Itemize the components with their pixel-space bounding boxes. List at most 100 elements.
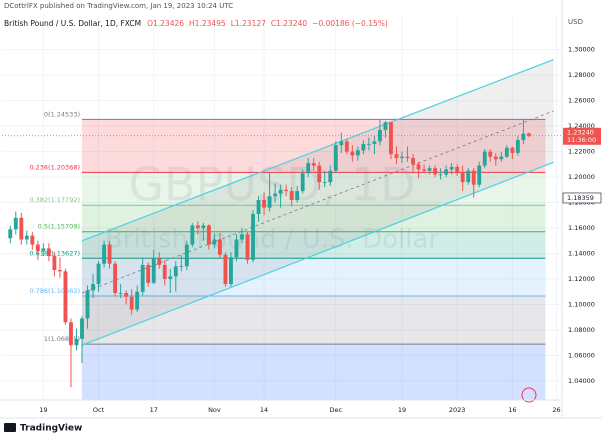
y-tick-label: 1.28000 bbox=[568, 71, 595, 79]
candle-body bbox=[400, 156, 404, 158]
alert-icon[interactable] bbox=[521, 387, 537, 403]
candle-body bbox=[173, 266, 178, 277]
candle-body bbox=[46, 248, 51, 257]
price-label-box bbox=[563, 127, 601, 145]
watermark-description: British Pound / U.S. Dollar bbox=[105, 225, 440, 255]
y-tick-label: 1.12000 bbox=[568, 275, 595, 283]
candle-body bbox=[102, 244, 106, 264]
candle-body bbox=[499, 156, 504, 160]
candle-body bbox=[184, 244, 189, 267]
candle-body bbox=[124, 292, 129, 297]
x-tick-label: 17 bbox=[150, 406, 158, 414]
y-tick-label: 1.08000 bbox=[568, 326, 595, 334]
fib-level-label: 1(1.06885) bbox=[44, 335, 80, 343]
candle-body bbox=[328, 170, 333, 183]
candle-body bbox=[317, 165, 322, 183]
fib-level-label: 0(1.24533) bbox=[44, 110, 80, 118]
fib-level-label: 0.382(1.17792) bbox=[29, 196, 80, 204]
y-tick-label: 1.26000 bbox=[568, 97, 595, 105]
y-tick-label: 1.14000 bbox=[568, 249, 595, 257]
marker-label: 1.18359 bbox=[567, 194, 594, 202]
candle-body bbox=[350, 151, 355, 156]
ohlc-value: O1.23426 bbox=[147, 19, 184, 28]
fib-zone bbox=[82, 296, 546, 345]
ohlc-value: C1.23240 bbox=[271, 19, 307, 28]
candle-body bbox=[394, 154, 399, 158]
candle-body bbox=[107, 244, 112, 264]
candle-body bbox=[85, 290, 90, 319]
y-tick-label: 1.06000 bbox=[568, 351, 595, 359]
x-tick-label: Nov bbox=[208, 406, 221, 414]
candle-body bbox=[488, 151, 493, 157]
candle-body bbox=[273, 193, 278, 197]
candle-body bbox=[19, 217, 24, 240]
candle-body bbox=[322, 182, 327, 183]
candle-body bbox=[416, 164, 421, 170]
candle-body bbox=[24, 235, 29, 240]
candle-body bbox=[91, 284, 95, 291]
candle-body bbox=[267, 196, 272, 208]
candle-body bbox=[229, 257, 233, 285]
candle-body bbox=[510, 147, 515, 153]
candle-body bbox=[482, 151, 487, 166]
fib-zone bbox=[82, 205, 546, 232]
candle-body bbox=[251, 214, 255, 260]
candle-body bbox=[80, 318, 84, 339]
candle-body bbox=[383, 122, 388, 130]
fib-level-label: 0.786(1.10662) bbox=[29, 287, 80, 295]
y-tick-label: 1.16000 bbox=[568, 224, 595, 232]
candle-body bbox=[521, 133, 526, 141]
candle-body bbox=[13, 217, 18, 230]
candle-body bbox=[41, 248, 46, 251]
candle-body bbox=[515, 140, 520, 153]
candle-body bbox=[284, 189, 289, 192]
candle-body bbox=[58, 270, 62, 272]
y-tick-label: 1.04000 bbox=[568, 377, 595, 385]
candle-body bbox=[361, 143, 366, 151]
candle-body bbox=[444, 169, 449, 175]
candle-body bbox=[389, 122, 393, 155]
x-tick-label: Dec bbox=[330, 406, 343, 414]
y-tick-label: 1.24000 bbox=[568, 122, 595, 130]
symbol-title: British Pound / U.S. Dollar, 1D, FXCM bbox=[4, 19, 141, 28]
candle-body bbox=[69, 322, 73, 346]
candle-body bbox=[129, 296, 134, 310]
candle-body bbox=[212, 239, 217, 245]
fib-level-label: 0.5(1.15709) bbox=[38, 223, 80, 231]
x-tick-label: 14 bbox=[260, 406, 268, 414]
channel-upper bbox=[81, 59, 554, 242]
marker-label-box bbox=[562, 192, 602, 204]
watermark-symbol: GBPUSD, 1D bbox=[128, 158, 415, 212]
candle-body bbox=[30, 235, 35, 245]
fib-level-label: 0.236(1.20368) bbox=[29, 163, 80, 171]
candle-body bbox=[460, 171, 465, 183]
x-tick-label: 2023 bbox=[449, 406, 466, 414]
x-tick-label: 19 bbox=[39, 406, 47, 414]
candle-body bbox=[52, 256, 57, 271]
candle-body bbox=[179, 266, 184, 268]
candle-body bbox=[262, 199, 266, 208]
candle-body bbox=[471, 170, 476, 185]
candle-body bbox=[477, 165, 482, 185]
candle-body bbox=[449, 166, 454, 170]
candle-body bbox=[466, 170, 471, 183]
candle-body bbox=[256, 199, 261, 215]
candle-body bbox=[218, 239, 222, 255]
candle-body bbox=[300, 173, 305, 192]
candle-body bbox=[223, 254, 228, 285]
footer-brand: TradingView bbox=[20, 424, 82, 434]
candle-body bbox=[140, 264, 145, 292]
candle-body bbox=[493, 156, 498, 160]
candle-body bbox=[306, 163, 311, 174]
candle-body bbox=[433, 168, 438, 175]
candle-body bbox=[201, 225, 206, 229]
publisher: DCottrlFX published on TradingView.com, … bbox=[4, 2, 233, 10]
candle-body bbox=[355, 150, 360, 156]
candle-body bbox=[190, 225, 195, 245]
candle-body bbox=[195, 225, 200, 229]
ohlc-value: L1.23127 bbox=[231, 19, 266, 28]
candle-body bbox=[162, 264, 167, 279]
